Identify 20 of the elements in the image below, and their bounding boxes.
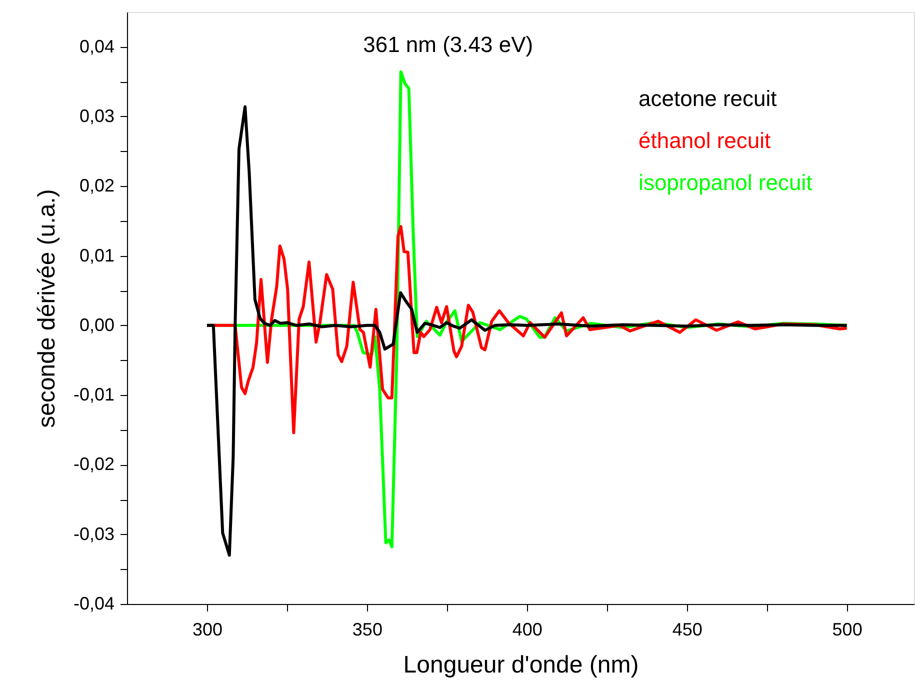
- x-tick-label: 400: [512, 620, 542, 640]
- text: acetone recuit: [638, 86, 777, 111]
- x-axis-title: Longueur d'onde (nm): [403, 652, 639, 678]
- text: isopropanol recuit: [638, 170, 812, 195]
- text: éthanol recuit: [638, 128, 771, 153]
- annotation: 361 nm (3.43 eV): [363, 32, 534, 57]
- y-axis-title: seconde dérivée (u.a.): [33, 189, 60, 428]
- x-tick-label: 350: [352, 620, 382, 640]
- y-tick-label: 0,04: [79, 36, 114, 56]
- x-tick-label: 500: [832, 620, 862, 640]
- y-tick-label: -0,02: [73, 454, 114, 474]
- y-tick-label: 0,01: [79, 245, 114, 266]
- y-tick-label: -0,03: [73, 524, 114, 544]
- x-tick-label: 450: [672, 620, 702, 640]
- x-tick-label: 300: [192, 620, 223, 640]
- y-tick-label: 0,00: [79, 314, 114, 335]
- y-tick-label: -0,04: [73, 594, 114, 614]
- y-tick-label: 0,03: [79, 106, 114, 126]
- y-tick-label: -0,01: [73, 384, 114, 405]
- y-tick-label: 0,02: [79, 176, 114, 196]
